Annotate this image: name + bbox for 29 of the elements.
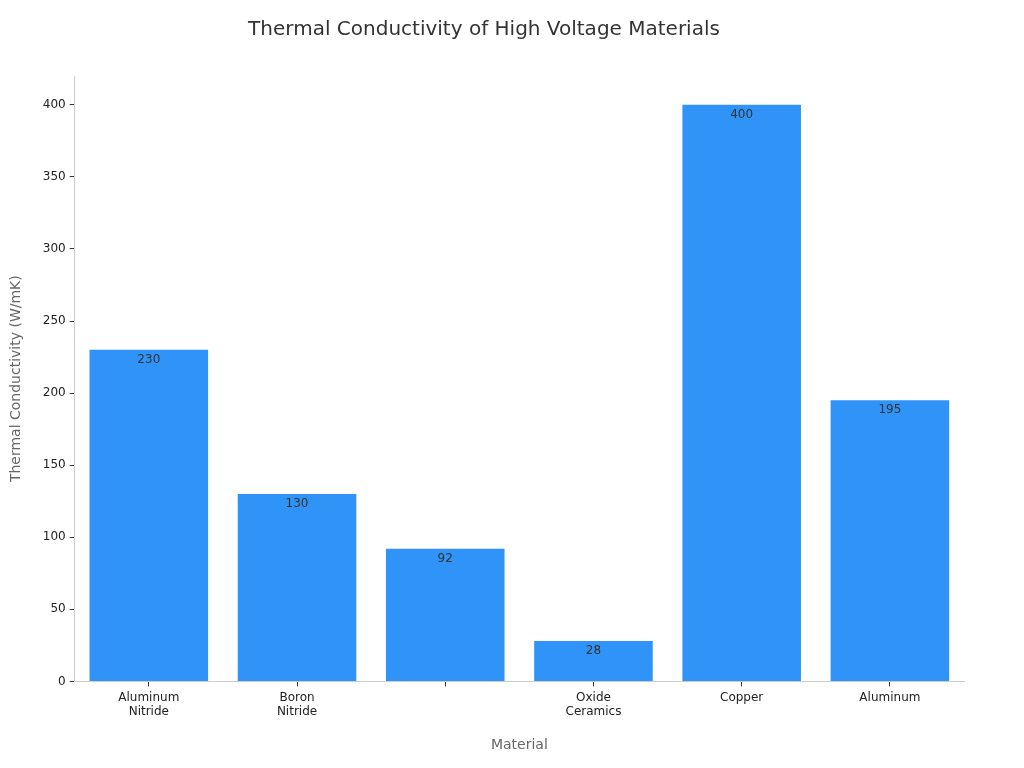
y-tick-label: 400	[42, 96, 66, 111]
y-tick-label: 0	[58, 673, 66, 688]
x-axis-title: Material	[490, 736, 548, 753]
y-tick-label: 350	[42, 169, 66, 184]
y-tick-label: 200	[42, 385, 66, 400]
y-tick-label: 250	[42, 313, 66, 328]
x-tick-label: Aluminum	[859, 689, 921, 704]
data-label: 195	[878, 402, 902, 417]
bar	[385, 548, 505, 681]
bar	[237, 494, 357, 681]
chart-title: Thermal Conductivity of High Voltage Materials	[247, 16, 720, 41]
y-tick-label: 50	[50, 601, 66, 616]
x-tick-label: Aluminum Nitride	[118, 689, 180, 719]
y-tick-label: 100	[42, 529, 66, 544]
y-tick-label: 300	[42, 241, 66, 256]
x-tick-label: Copper	[720, 689, 764, 704]
x-tick-label: Oxide Ceramics	[565, 689, 622, 719]
y-axis-title: Thermal Conductivity (W/mK)	[7, 275, 24, 484]
bar	[682, 104, 801, 681]
bar	[534, 641, 653, 681]
y-tick-label: 150	[42, 457, 66, 472]
data-label: 28	[585, 643, 602, 658]
bar	[89, 349, 209, 681]
data-label: 400	[730, 106, 754, 121]
x-tick-label: Boron Nitride	[276, 689, 318, 719]
data-label: 92	[437, 550, 453, 565]
bar	[830, 400, 950, 681]
data-label: 130	[285, 496, 309, 511]
data-label: 230	[137, 352, 161, 366]
